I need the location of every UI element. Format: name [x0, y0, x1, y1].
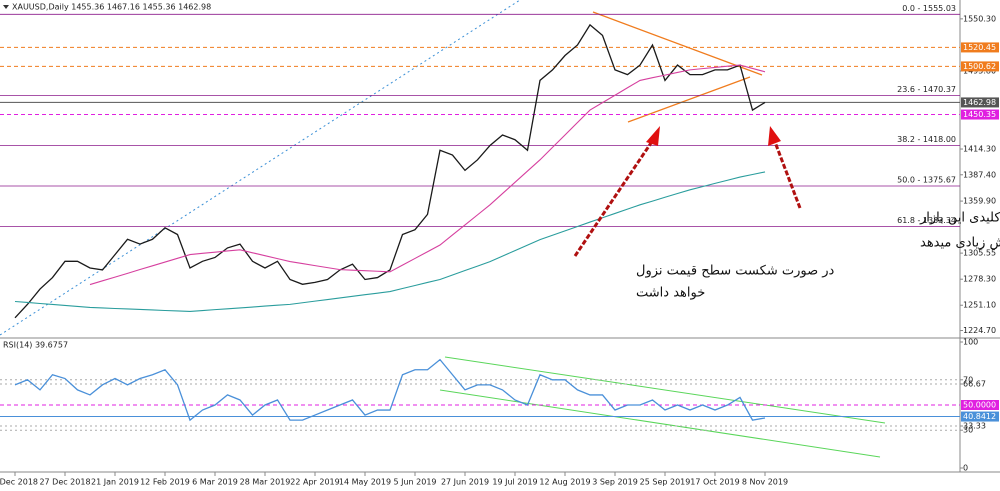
price-box-label: 1500.62	[963, 62, 996, 71]
annotation: در صورت شکست سطح قیمت نزول	[636, 264, 835, 279]
x-tick-label: 17 Oct 2019	[690, 478, 739, 487]
x-tick-label: 12 Aug 2019	[539, 478, 590, 487]
price-box	[961, 97, 999, 108]
fib-label: 50.0 - 1375.67	[897, 176, 956, 185]
arrow-head	[768, 126, 781, 146]
series-line	[14, 23, 766, 319]
series-line	[89, 64, 766, 286]
price-box	[961, 61, 999, 72]
annotation: سطح ۱۴۵۰ جز سطوح کلیدی این بازار	[919, 211, 1000, 226]
y-tick-label: 30	[963, 426, 973, 435]
x-tick-label: 4 Dec 2018	[0, 478, 38, 487]
x-tick-label: 6 Mar 2019	[192, 478, 238, 487]
arrow	[573, 139, 655, 257]
y-tick-label: 1305.55	[963, 249, 996, 258]
y-tick-label: 66.67	[963, 379, 986, 388]
x-tick-label: 5 Jun 2019	[393, 478, 436, 487]
menu-icon[interactable]	[3, 5, 9, 9]
y-tick-label: 1224.70	[963, 326, 996, 335]
trend-line	[0, 0, 521, 336]
annotation: به شمار میرود و قیمت به آن واکنش زیادی م…	[920, 234, 1000, 251]
x-tick-label: 8 Nov 2019	[742, 478, 788, 487]
rsi-title: RSI(14) 39.6757	[3, 341, 68, 350]
rsi-channel	[439, 389, 881, 458]
x-tick-label: 21 Jan 2019	[91, 478, 139, 487]
x-tick-label: 12 Feb 2019	[140, 478, 190, 487]
y-tick-label: 1387.40	[963, 170, 996, 179]
y-tick-label: 33.33	[963, 422, 986, 431]
x-tick-label: 27 Jun 2019	[441, 478, 489, 487]
fib-label: 38.2 - 1418.00	[897, 135, 956, 144]
triangle-line	[592, 11, 763, 76]
price-box-label: 50.0000	[963, 401, 996, 410]
price-box-label: 1520.45	[963, 43, 996, 52]
x-tick-label: 22 Apr 2019	[290, 478, 339, 487]
arrow-head	[646, 126, 660, 146]
fib-label: 23.6 - 1470.37	[897, 85, 956, 94]
y-tick-label: 1251.10	[963, 301, 996, 310]
x-tick-label: 25 Sep 2019	[640, 478, 691, 487]
price-box-label: 1450.35	[963, 110, 996, 119]
x-tick-label: 3 Sep 2019	[592, 478, 638, 487]
price-box-label: 40.8412	[963, 412, 996, 421]
y-tick-label: 1359.90	[963, 197, 996, 206]
fib-label: 0.0 - 1555.03	[902, 4, 956, 13]
y-tick-label: 1550.30	[963, 14, 996, 23]
triangle-line	[627, 76, 751, 123]
price-box	[961, 42, 999, 53]
price-box	[961, 400, 999, 410]
y-tick-label: 1278.30	[963, 275, 996, 284]
x-tick-label: 19 Jul 2019	[492, 478, 537, 487]
x-tick-label: 27 Dec 2018	[39, 478, 90, 487]
annotation: خواهد داشت	[636, 286, 705, 301]
price-box-label: 1462.98	[963, 98, 996, 107]
chart-title: XAUUSD,Daily 1455.36 1467.16 1455.36 146…	[12, 3, 211, 12]
y-tick-label: 70	[963, 375, 973, 384]
y-tick-label: 100	[963, 338, 978, 347]
fib-label: 61.8 - 1333.34	[897, 216, 956, 225]
rsi-channel	[444, 356, 886, 424]
x-tick-label: 28 Mar 2019	[240, 478, 291, 487]
price-box	[961, 411, 999, 422]
y-tick-label: 0	[963, 464, 968, 473]
x-tick-label: 14 May 2019	[339, 478, 391, 487]
plot: 1550.301495.801414.301387.401359.901305.…	[0, 4, 999, 487]
series-line	[14, 358, 766, 422]
price-box	[961, 109, 999, 120]
series-line	[14, 171, 766, 313]
arrow	[773, 141, 802, 209]
y-tick-label: 1414.30	[963, 145, 996, 154]
